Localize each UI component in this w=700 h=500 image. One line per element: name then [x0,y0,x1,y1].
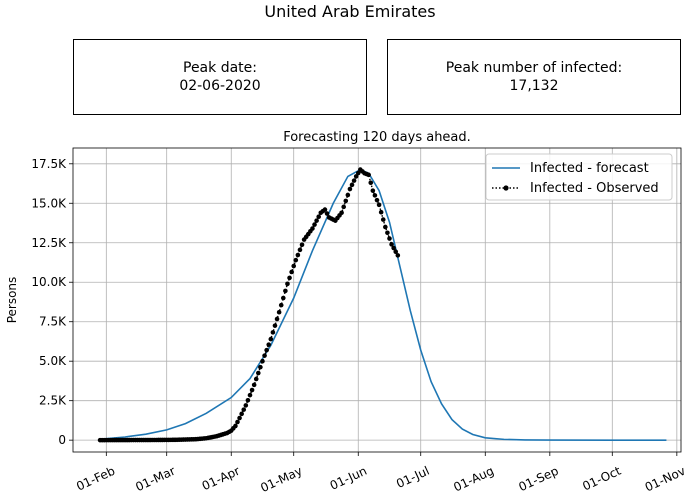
x-tick-label: 01-Mar [133,464,177,495]
observed-point [243,403,249,408]
x-tick-label: 01-Jun [328,464,369,493]
observed-point [276,309,282,315]
observed-point [256,370,261,376]
x-tick-label: 01-May [258,464,304,495]
x-tick-label: 01-Sep [516,464,560,495]
observed-point [293,257,299,263]
observed-point [247,392,253,398]
peak-date-value: 02-06-2020 [179,78,261,94]
observed-point [353,174,359,179]
observed-point [314,218,319,223]
observed-point [372,193,378,198]
observed-point [299,242,305,248]
x-tick-label: 01-Jul [394,464,431,491]
y-tick-label: 10.0K [31,275,67,289]
observed-point [270,330,276,335]
observed-point [355,170,361,176]
observed-point [322,207,328,212]
peak-infected-value: 17,132 [509,78,559,94]
chart-title: Forecasting 120 days ahead. [283,130,471,145]
x-tick-label: 01-Feb [74,464,117,494]
observed-point [245,397,251,403]
legend: Infected - forecast Infected - Observed [485,153,673,201]
observed-point [324,211,330,216]
observed-point [253,376,259,382]
observed-point [385,230,390,236]
observed-point [249,387,255,393]
peak-date-label: Peak date: [183,60,257,76]
observed-point [237,415,242,421]
y-tick-label: 17.5K [31,157,67,171]
x-tick-label: 01-Oct [580,464,623,494]
observed-point [316,214,321,219]
peak-infected-box: Peak number of infected: 17,132 [387,39,681,115]
observed-point [376,202,382,208]
observed-point [272,323,278,328]
observed-point [339,210,344,216]
legend-forecast-label: Infected - forecast [530,161,649,176]
observed-point [312,222,317,227]
observed-point [291,263,297,269]
observed-point [341,204,346,210]
observed-point [278,302,284,308]
observed-point [281,295,286,301]
observed-point [289,269,294,275]
observed-point [383,224,388,230]
observed-point [241,407,247,412]
observed-point [347,186,353,192]
legend-box [485,153,673,201]
observed-point [287,275,292,281]
observed-point [378,209,384,215]
y-tick-label: 15.0K [31,196,67,210]
observed-point [343,198,349,204]
y-tick-label: 2.5K [39,394,67,408]
x-tick-label: 01-Aug [451,464,496,495]
y-tick-label: 7.5K [39,315,67,329]
observed-point [366,172,371,178]
observed-point [295,252,301,258]
observed-point [380,217,386,222]
legend-observed-marker [503,185,509,191]
observed-point [387,236,392,241]
page-title: United Arab Emirates [264,2,436,21]
observed-point [374,197,380,203]
observed-point [285,281,290,287]
y-axis-label: Persons [5,277,19,324]
peak-infected-label: Peak number of infected: [445,60,623,76]
observed-point [268,336,274,342]
observed-point [297,247,303,253]
observed-point [251,382,257,388]
observed-point [395,253,401,258]
observed-point [349,182,355,188]
observed-point [310,226,315,231]
observed-point [262,353,267,358]
observed-point [393,249,399,255]
observed-point [283,288,288,294]
observed-markers [97,167,401,443]
y-tick-label: 0 [58,433,66,447]
observed-point [345,192,351,198]
observed-point [235,419,240,425]
peak-date-box: Peak date: 02-06-2020 [73,39,367,115]
observed-point [370,188,376,193]
forecast-line [99,168,667,441]
observed-point [368,180,374,186]
x-tick-label: 01-Apr [200,464,242,494]
observed-point [351,178,357,183]
plot-frame [72,147,682,453]
observed-point [389,242,394,247]
observed-point [391,245,396,251]
observed-point [233,423,238,429]
y-tick-label: 12.5K [31,236,67,250]
observed-point [239,411,244,417]
observed-point [264,347,269,353]
observed-point [266,342,272,347]
x-tick-label: 01-Nov [643,464,688,495]
observed-point [260,358,265,364]
observed-point [258,364,263,370]
y-tick-label: 5.0K [39,354,67,368]
legend-observed-label: Infected - Observed [530,181,659,196]
observed-point [274,316,280,322]
